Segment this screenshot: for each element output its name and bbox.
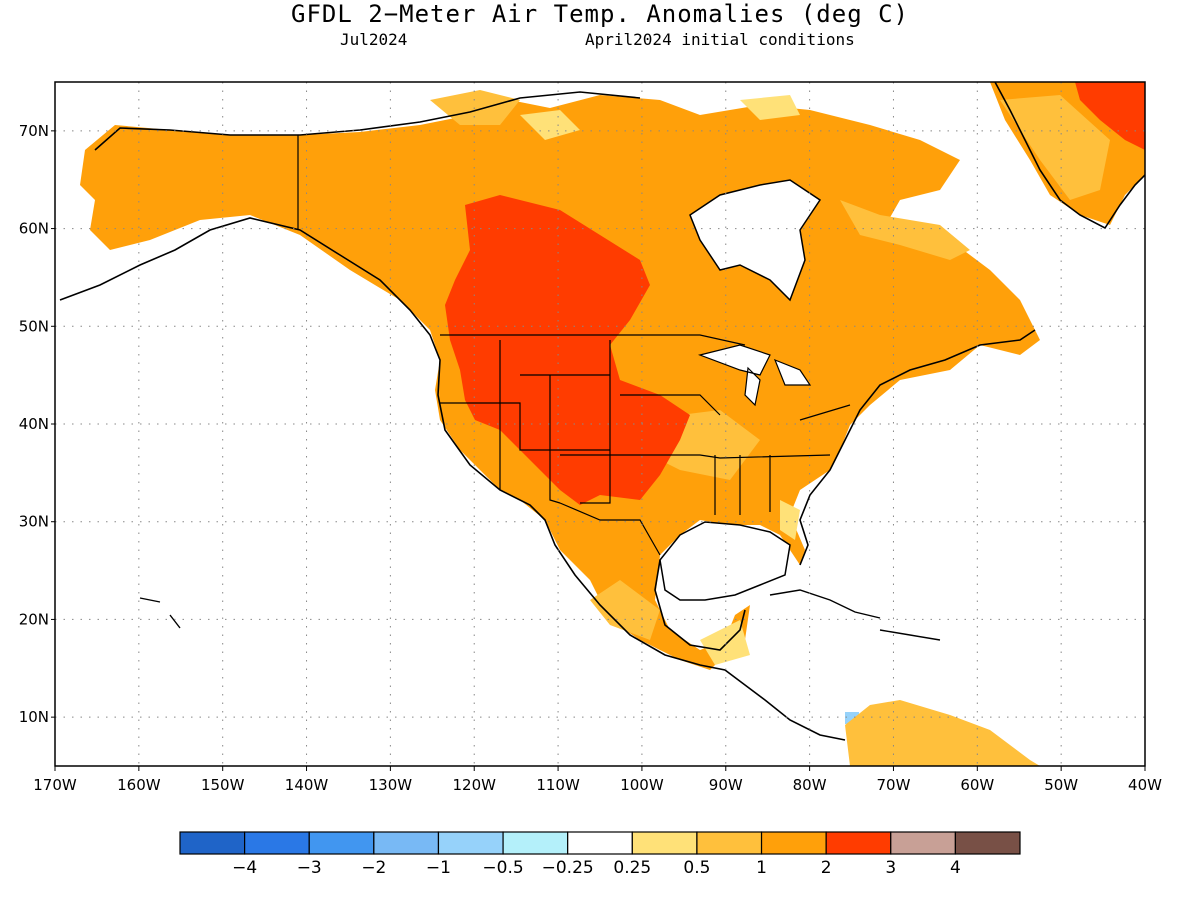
colorbar-swatch xyxy=(696,831,763,855)
lat-tick-label: 10N xyxy=(19,708,49,726)
colorbar-swatch xyxy=(308,831,375,855)
map-area xyxy=(55,82,1145,766)
lat-tick-label: 40N xyxy=(19,415,49,433)
colorbar-swatch xyxy=(760,831,827,855)
colorbar-swatch xyxy=(890,831,956,855)
lon-tick-label: 50W xyxy=(1044,776,1078,794)
colorbar-label: 2 xyxy=(821,858,832,878)
anomaly-region-hot-greenland xyxy=(1075,82,1145,150)
colorbar-label: −3 xyxy=(297,858,322,878)
greenland-coast xyxy=(994,82,1145,230)
lon-tick-label: 110W xyxy=(536,776,580,794)
longitude-labels: 170W 160W 150W 140W 130W 120W 110W 100W 90W 80W 70… xyxy=(33,766,1162,794)
lon-tick-label: 100W xyxy=(620,776,664,794)
anomaly-region-weaker xyxy=(430,90,1110,640)
lat-tick-label: 30N xyxy=(19,513,49,531)
caribbean-islands xyxy=(139,589,941,641)
lon-tick-label: 120W xyxy=(452,776,496,794)
colorbar-swatch xyxy=(567,831,633,855)
colorbar-swatch xyxy=(825,831,892,855)
lon-tick-label: 140W xyxy=(285,776,329,794)
lon-tick-label: 60W xyxy=(960,776,994,794)
colorbar-label: 0.5 xyxy=(683,858,710,878)
hudson-bay xyxy=(689,179,822,302)
colorbar-label: −0.5 xyxy=(482,858,523,878)
lon-tick-label: 160W xyxy=(117,776,161,794)
colorbar-swatch xyxy=(502,831,569,855)
colorbar-swatch xyxy=(954,831,1021,855)
political-borders xyxy=(297,135,851,556)
colorbar-label: −1 xyxy=(426,858,451,878)
colorbar-swatch xyxy=(244,831,310,855)
lon-tick-label: 150W xyxy=(201,776,245,794)
colorbar-swatch xyxy=(437,831,504,855)
gulf-of-mexico xyxy=(659,521,791,601)
lon-tick-label: 70W xyxy=(877,776,911,794)
lat-tick-label: 60N xyxy=(19,220,49,238)
graticule xyxy=(55,82,1145,766)
colorbar-label: 3 xyxy=(885,858,896,878)
anomaly-region-south-america xyxy=(845,700,1040,766)
coastline xyxy=(59,91,1036,741)
anomaly-region-hot xyxy=(445,195,690,505)
lat-tick-label: 50N xyxy=(19,317,49,335)
colorbar-swatch xyxy=(179,831,246,855)
lat-tick-label: 70N xyxy=(19,122,49,140)
lat-tick-label: 20N xyxy=(19,610,49,628)
map-title: GFDL 2−Meter Air Temp. Anomalies (deg C) xyxy=(291,0,909,28)
valid-month: Jul2024 xyxy=(340,30,408,49)
colorbar-swatch xyxy=(373,831,440,855)
colorbar: −4 −3 −2 −1 −0.5 −0.25 0.25 0.5 1 2 3 4 xyxy=(179,831,1021,878)
initial-conditions-label: April2024 initial conditions xyxy=(585,30,855,49)
lon-tick-label: 170W xyxy=(33,776,77,794)
latitude-labels: 10N 20N 30N 40N 50N 60N 70N xyxy=(19,122,55,726)
colorbar-label: −4 xyxy=(232,858,257,878)
colorbar-label: 4 xyxy=(950,858,961,878)
colorbar-swatch xyxy=(631,831,698,855)
lon-tick-label: 130W xyxy=(369,776,413,794)
lon-tick-label: 90W xyxy=(709,776,743,794)
colorbar-label: 0.25 xyxy=(613,858,651,878)
colorbar-label: −2 xyxy=(361,858,386,878)
lon-tick-label: 80W xyxy=(793,776,827,794)
great-lakes xyxy=(697,344,812,407)
colorbar-label: −0.25 xyxy=(542,858,594,878)
colorbar-label: 1 xyxy=(756,858,767,878)
lon-tick-label: 40W xyxy=(1128,776,1162,794)
